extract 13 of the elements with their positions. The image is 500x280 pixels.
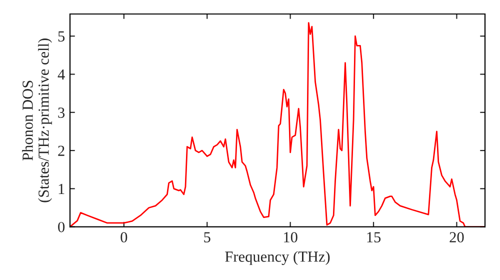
y-axis-title: Phonon DOS (States/THz·primitive cell) <box>22 38 52 202</box>
y-tick-label: 1 <box>58 184 64 194</box>
y-tick-label: 0 <box>58 222 65 232</box>
x-tick-label: 15 <box>367 232 381 242</box>
x-tick-label: 20 <box>450 232 464 242</box>
x-tick-label: 0 <box>120 232 128 242</box>
x-tick-label: 10 <box>284 232 298 242</box>
y-tick-label: 3 <box>58 108 65 118</box>
y-tick-label: 5 <box>58 31 65 42</box>
y-tick-label: 4 <box>58 70 65 80</box>
x-axis-title: Frequency (THz) <box>225 251 330 265</box>
x-tick-label: 5 <box>204 232 210 242</box>
y-tick-label: 2 <box>58 146 64 156</box>
